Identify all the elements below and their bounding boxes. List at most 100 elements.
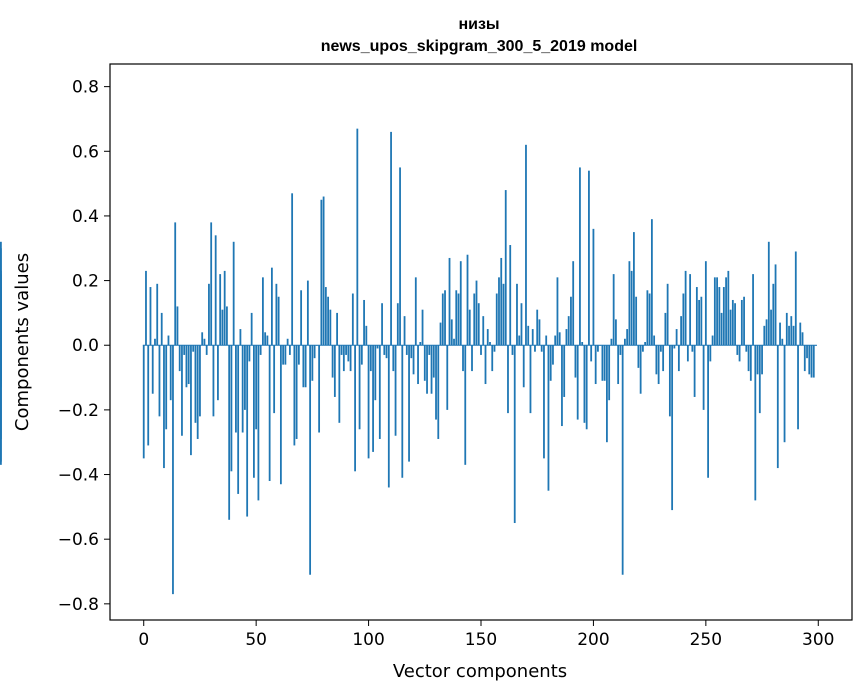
bar-41	[235, 345, 237, 433]
chart-title: низы	[458, 16, 499, 33]
bar-156	[493, 345, 496, 352]
bar-98	[363, 299, 365, 346]
bar-129	[432, 345, 435, 378]
bar-3	[149, 287, 152, 346]
bar-244	[691, 345, 694, 352]
bar-165	[513, 345, 516, 524]
bar-135	[446, 345, 449, 410]
bar-181	[549, 345, 552, 381]
bar-207	[608, 345, 611, 401]
bar-177	[540, 345, 543, 352]
bar-141	[459, 261, 462, 346]
bar-252	[709, 345, 712, 362]
x-tick-label: 50	[245, 630, 267, 650]
bar-154	[489, 342, 491, 346]
bar-279	[770, 309, 772, 346]
bar-169	[522, 345, 525, 388]
bar-28	[205, 345, 208, 355]
bar-68	[295, 345, 298, 439]
bar-54	[264, 332, 267, 346]
bar-38	[228, 345, 231, 520]
bar-160	[502, 283, 505, 346]
bar-218	[632, 232, 635, 346]
bar-142	[462, 345, 464, 372]
bar-58	[273, 345, 276, 414]
bar-90	[345, 345, 347, 355]
bar-36	[223, 270, 226, 346]
bar-221	[639, 345, 642, 394]
bar-159	[500, 257, 503, 346]
bar-109	[387, 345, 390, 488]
bar-148	[475, 280, 478, 346]
bar-206	[606, 345, 608, 443]
bar-52	[259, 345, 262, 355]
bar-173	[531, 329, 534, 346]
bar-249	[702, 345, 705, 410]
bar-255	[716, 277, 718, 346]
bar-20	[187, 345, 190, 385]
bar-178	[543, 345, 545, 459]
bar-213	[621, 345, 624, 575]
bar-39	[230, 345, 233, 472]
bar-180	[547, 345, 550, 491]
bar-258	[722, 287, 725, 346]
bar-267	[743, 296, 745, 346]
bar-121	[414, 277, 417, 346]
bar-0	[142, 345, 145, 459]
bar-174	[534, 345, 536, 352]
bar-undefined	[0, 338, 2, 346]
bar-139	[455, 290, 458, 346]
bar-116	[403, 316, 406, 346]
bar-217	[630, 270, 633, 346]
bar-132	[439, 322, 442, 346]
bar-40	[232, 241, 235, 346]
bar-153	[486, 329, 489, 346]
bar-257	[720, 312, 723, 346]
bar-7	[158, 345, 161, 417]
bar-208	[610, 338, 613, 346]
bar-247	[698, 299, 701, 346]
bar-94	[354, 345, 356, 472]
bar-183	[554, 335, 557, 346]
bar-92	[349, 345, 352, 372]
bar-1	[145, 270, 147, 346]
bar-125	[423, 345, 426, 381]
plot-frame	[109, 63, 853, 621]
bar-287	[788, 325, 790, 346]
bar-115	[401, 345, 404, 478]
bar-19	[185, 345, 188, 388]
bar-193	[576, 345, 579, 420]
bar-undefined	[0, 319, 2, 346]
bar-211	[617, 345, 620, 385]
bar-179	[545, 335, 548, 346]
x-tick-label: 100	[352, 630, 384, 650]
bar-69	[297, 345, 300, 365]
bar-251	[707, 345, 709, 478]
bar-254	[713, 277, 716, 346]
bar-59	[275, 283, 278, 346]
bar-12	[169, 345, 172, 401]
bar-223	[644, 342, 647, 346]
bar-175	[536, 309, 539, 346]
y-axis-ticks: −0.8 −0.6 −0.4 −0.2 0.0 0.2 0.4 0.6 0.8	[58, 78, 110, 615]
bar-199	[590, 345, 593, 362]
bar-16	[178, 345, 181, 372]
bar-32	[214, 235, 217, 346]
y-tick-label: 0.8	[72, 78, 99, 98]
bar-224	[646, 290, 649, 346]
bar-219	[635, 296, 638, 346]
bar-250	[704, 261, 707, 346]
bar-230	[659, 345, 662, 352]
bar-49	[253, 345, 255, 478]
bar-62	[282, 345, 285, 365]
bar-84	[331, 345, 334, 378]
bar-297	[810, 345, 813, 378]
bar-81	[324, 287, 327, 346]
bar-260	[727, 270, 730, 346]
y-tick-label: 0.4	[72, 207, 99, 227]
x-axis-label: Vector components	[393, 661, 567, 682]
bar-11	[167, 335, 170, 346]
bar-214	[624, 338, 626, 346]
bar-86	[336, 312, 338, 346]
bar-138	[453, 338, 455, 346]
